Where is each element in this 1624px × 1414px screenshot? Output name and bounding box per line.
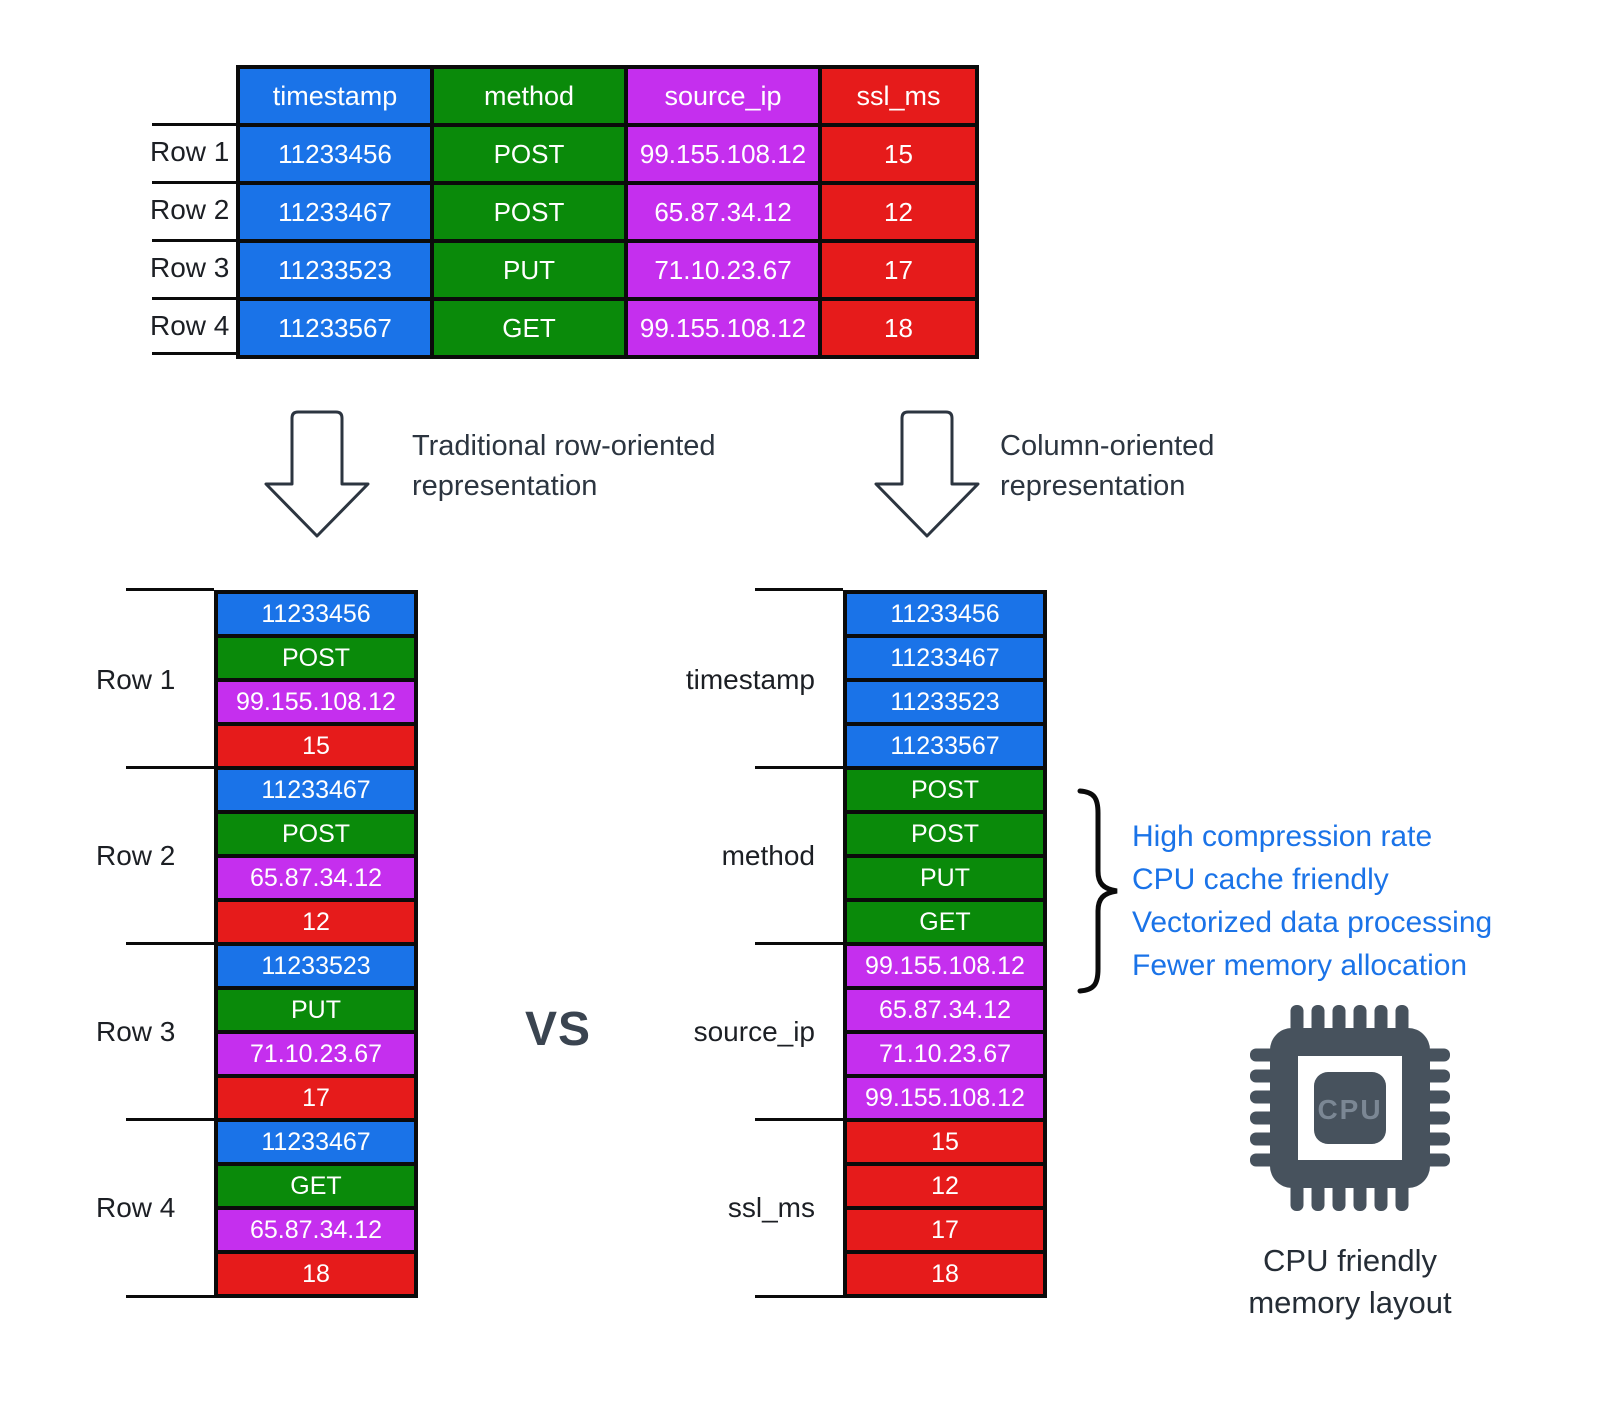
row-store-cell: 18 bbox=[218, 1254, 414, 1294]
tick-line bbox=[755, 942, 843, 945]
column-store-cell: 11233567 bbox=[847, 726, 1043, 766]
logical-table: timestamp method source_ip ssl_ms 112334… bbox=[236, 65, 979, 359]
table-cell: 99.155.108.12 bbox=[628, 127, 818, 181]
group-label: Row 3 bbox=[96, 1016, 176, 1047]
table-header-cell: timestamp bbox=[240, 69, 430, 123]
down-arrow-icon bbox=[264, 410, 370, 538]
column-store-cell: 99.155.108.12 bbox=[847, 946, 1043, 986]
column-store-cell: 15 bbox=[847, 1122, 1043, 1162]
table-header-cell: ssl_ms bbox=[822, 69, 975, 123]
tick-line bbox=[755, 588, 843, 591]
table-cell: 11233567 bbox=[240, 301, 430, 355]
row-store-cell: 17 bbox=[218, 1078, 414, 1118]
row-label: Row 4 bbox=[150, 310, 230, 341]
curly-brace-icon bbox=[1077, 788, 1118, 994]
tick-line bbox=[126, 588, 214, 591]
row-store-cell: 15 bbox=[218, 726, 414, 766]
group-label: Row 4 bbox=[96, 1192, 176, 1223]
table-header-cell: method bbox=[434, 69, 624, 123]
arrow-label-row-oriented: Traditional row-oriented representation bbox=[412, 430, 716, 502]
arrow-label-column-oriented: Column-oriented representation bbox=[1000, 430, 1215, 502]
column-store-cell: GET bbox=[847, 902, 1043, 942]
row-store: 11233456 POST 99.155.108.12 15 11233467 … bbox=[214, 590, 418, 1298]
cpu-caption: CPU friendly memory layout bbox=[1230, 1240, 1470, 1324]
column-store-cell: 11233467 bbox=[847, 638, 1043, 678]
row-label: Row 1 bbox=[150, 136, 230, 167]
row-store-cell: 65.87.34.12 bbox=[218, 858, 414, 898]
row-store-cell: POST bbox=[218, 814, 414, 854]
benefit-item: Vectorized data processing bbox=[1132, 906, 1493, 939]
tick-line bbox=[152, 123, 236, 126]
table-cell: POST bbox=[434, 127, 624, 181]
benefit-item: Fewer memory allocation bbox=[1132, 949, 1468, 982]
cpu-chip-icon: CPU bbox=[1250, 1005, 1450, 1211]
tick-line bbox=[126, 766, 214, 769]
table-cell: PUT bbox=[434, 243, 624, 297]
cpu-caption-line: memory layout bbox=[1248, 1285, 1452, 1320]
row-store-cell: 65.87.34.12 bbox=[218, 1210, 414, 1250]
column-store-cell: 65.87.34.12 bbox=[847, 990, 1043, 1030]
group-label: ssl_ms bbox=[727, 1192, 815, 1223]
row-store-cell: 11233456 bbox=[218, 594, 414, 634]
table-cell: 17 bbox=[822, 243, 975, 297]
tick-line bbox=[152, 352, 236, 355]
tick-line bbox=[755, 1118, 843, 1121]
cpu-chip-label: CPU bbox=[1317, 1094, 1382, 1125]
table-cell: 11233467 bbox=[240, 185, 430, 239]
group-label: Row 2 bbox=[96, 840, 176, 871]
column-store-cell: 17 bbox=[847, 1210, 1043, 1250]
group-label: method bbox=[721, 840, 815, 871]
row-store-cell: 71.10.23.67 bbox=[218, 1034, 414, 1074]
row-store-cell: 12 bbox=[218, 902, 414, 942]
down-arrow-icon bbox=[874, 410, 980, 538]
row-store-cell: 99.155.108.12 bbox=[218, 682, 414, 722]
row-store-cell: POST bbox=[218, 638, 414, 678]
column-store-cell: 11233456 bbox=[847, 594, 1043, 634]
row-store-cell: PUT bbox=[218, 990, 414, 1030]
tick-line bbox=[755, 766, 843, 769]
group-label: source_ip bbox=[693, 1016, 815, 1047]
table-cell: 11233456 bbox=[240, 127, 430, 181]
table-header-cell: source_ip bbox=[628, 69, 818, 123]
column-store-cell: 99.155.108.12 bbox=[847, 1078, 1043, 1118]
column-store-cell: 11233523 bbox=[847, 682, 1043, 722]
column-store-cell: 71.10.23.67 bbox=[847, 1034, 1043, 1074]
group-label: timestamp bbox=[685, 664, 815, 695]
column-store-cell: POST bbox=[847, 770, 1043, 810]
row-store-cell: 11233467 bbox=[218, 1122, 414, 1162]
tick-line bbox=[755, 1295, 843, 1298]
vs-label: VS bbox=[524, 1003, 592, 1056]
column-store: 11233456 11233467 11233523 11233567 POST… bbox=[843, 590, 1047, 1298]
benefit-item: High compression rate bbox=[1132, 820, 1433, 853]
tick-line bbox=[126, 1118, 214, 1121]
column-store-cell: PUT bbox=[847, 858, 1043, 898]
tick-line bbox=[152, 239, 236, 242]
table-cell: 65.87.34.12 bbox=[628, 185, 818, 239]
table-cell: POST bbox=[434, 185, 624, 239]
tick-line bbox=[152, 297, 236, 300]
benefits-list: High compression rate CPU cache friendly… bbox=[1132, 815, 1492, 987]
benefit-item: CPU cache friendly bbox=[1132, 863, 1389, 896]
table-cell: 18 bbox=[822, 301, 975, 355]
table-cell: 99.155.108.12 bbox=[628, 301, 818, 355]
table-cell: GET bbox=[434, 301, 624, 355]
row-label: Row 3 bbox=[150, 252, 230, 283]
column-store-cell: POST bbox=[847, 814, 1043, 854]
table-cell: 12 bbox=[822, 185, 975, 239]
column-store-cell: 18 bbox=[847, 1254, 1043, 1294]
row-label: Row 2 bbox=[150, 194, 230, 225]
row-store-cell: 11233467 bbox=[218, 770, 414, 810]
table-cell: 71.10.23.67 bbox=[628, 243, 818, 297]
table-cell: 15 bbox=[822, 127, 975, 181]
row-store-cell: GET bbox=[218, 1166, 414, 1206]
tick-line bbox=[126, 1295, 214, 1298]
tick-line bbox=[152, 181, 236, 184]
table-cell: 11233523 bbox=[240, 243, 430, 297]
tick-line bbox=[126, 942, 214, 945]
row-store-cell: 11233523 bbox=[218, 946, 414, 986]
group-label: Row 1 bbox=[96, 664, 176, 695]
column-store-cell: 12 bbox=[847, 1166, 1043, 1206]
cpu-caption-line: CPU friendly bbox=[1263, 1243, 1437, 1278]
